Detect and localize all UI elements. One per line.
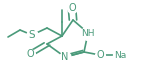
Text: O: O xyxy=(68,3,76,13)
Text: O: O xyxy=(26,49,34,59)
Text: O: O xyxy=(96,50,104,60)
Text: Na: Na xyxy=(114,51,126,59)
Text: N: N xyxy=(61,52,69,62)
Text: NH: NH xyxy=(81,28,95,38)
Text: S: S xyxy=(29,30,35,40)
